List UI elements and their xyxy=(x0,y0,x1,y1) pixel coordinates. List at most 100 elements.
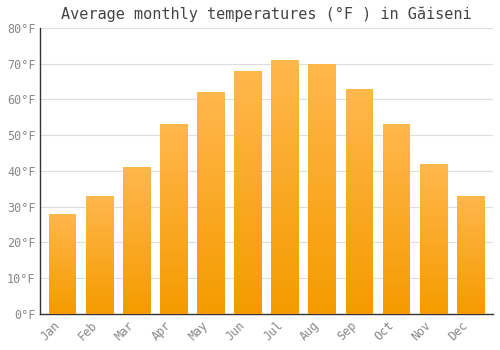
Bar xyxy=(308,124,336,129)
Bar xyxy=(197,234,225,238)
Bar xyxy=(197,296,225,301)
Bar xyxy=(234,241,262,246)
Bar xyxy=(86,279,114,281)
Bar xyxy=(197,194,225,198)
Bar xyxy=(197,154,225,159)
Bar xyxy=(48,310,76,312)
Bar xyxy=(382,211,410,215)
Bar xyxy=(382,196,410,200)
Bar xyxy=(197,198,225,203)
Bar xyxy=(420,230,448,233)
Bar xyxy=(382,299,410,302)
Bar xyxy=(346,170,374,174)
Bar xyxy=(160,242,188,246)
Bar xyxy=(457,257,484,260)
Bar xyxy=(346,282,374,287)
Bar xyxy=(234,275,262,280)
Bar xyxy=(272,253,299,258)
Bar xyxy=(272,309,299,314)
Bar xyxy=(346,264,374,269)
Bar xyxy=(308,254,336,259)
Bar xyxy=(234,110,262,114)
Bar xyxy=(48,238,76,240)
Bar xyxy=(123,199,150,202)
Bar xyxy=(197,145,225,150)
Bar xyxy=(48,284,76,286)
Bar xyxy=(160,215,188,219)
Bar xyxy=(457,231,484,234)
Bar xyxy=(48,216,76,218)
Bar xyxy=(86,238,114,241)
Bar xyxy=(197,105,225,110)
Bar xyxy=(382,208,410,211)
Bar xyxy=(382,253,410,257)
Bar xyxy=(420,302,448,305)
Bar xyxy=(160,170,188,174)
Bar xyxy=(123,214,150,217)
Bar xyxy=(308,269,336,274)
Bar xyxy=(160,219,188,223)
Bar xyxy=(197,185,225,190)
Bar xyxy=(234,222,262,226)
Bar xyxy=(197,287,225,292)
Bar xyxy=(86,215,114,217)
Bar xyxy=(346,156,374,161)
Bar xyxy=(86,243,114,245)
Bar xyxy=(382,193,410,196)
Bar xyxy=(308,294,336,299)
Bar xyxy=(160,223,188,227)
Bar xyxy=(48,302,76,304)
Bar xyxy=(234,148,262,153)
Bar xyxy=(457,245,484,248)
Bar xyxy=(272,80,299,85)
Bar xyxy=(346,188,374,192)
Bar xyxy=(86,222,114,224)
Bar xyxy=(160,159,188,162)
Bar xyxy=(86,245,114,248)
Bar xyxy=(48,234,76,236)
Bar xyxy=(308,119,336,124)
Bar xyxy=(420,212,448,215)
Bar xyxy=(234,309,262,314)
Bar xyxy=(382,170,410,174)
Bar xyxy=(48,244,76,246)
Bar xyxy=(160,185,188,189)
Bar xyxy=(48,262,76,264)
Bar xyxy=(457,222,484,224)
Bar xyxy=(48,270,76,272)
Bar xyxy=(272,192,299,197)
Bar xyxy=(382,132,410,136)
Bar xyxy=(308,154,336,159)
Bar xyxy=(382,302,410,306)
Bar xyxy=(48,298,76,300)
Bar xyxy=(308,159,336,164)
Bar xyxy=(197,101,225,105)
Bar xyxy=(48,250,76,252)
Bar xyxy=(234,236,262,241)
Bar xyxy=(48,246,76,248)
Bar xyxy=(234,289,262,294)
Bar xyxy=(48,292,76,294)
Bar xyxy=(457,196,484,198)
Bar xyxy=(160,189,188,192)
Bar xyxy=(420,293,448,296)
Bar xyxy=(86,236,114,238)
Bar xyxy=(382,147,410,151)
Bar xyxy=(234,71,262,76)
Bar xyxy=(160,136,188,140)
Bar xyxy=(346,116,374,120)
Bar xyxy=(123,176,150,179)
Bar xyxy=(420,188,448,191)
Bar xyxy=(382,185,410,189)
Bar xyxy=(457,271,484,274)
Bar xyxy=(272,258,299,263)
Bar xyxy=(272,90,299,96)
Bar xyxy=(420,179,448,182)
Bar xyxy=(420,257,448,260)
Bar xyxy=(420,227,448,230)
Bar xyxy=(86,208,114,210)
Bar xyxy=(346,143,374,147)
Bar xyxy=(160,284,188,287)
Bar xyxy=(457,255,484,257)
Bar xyxy=(197,176,225,181)
